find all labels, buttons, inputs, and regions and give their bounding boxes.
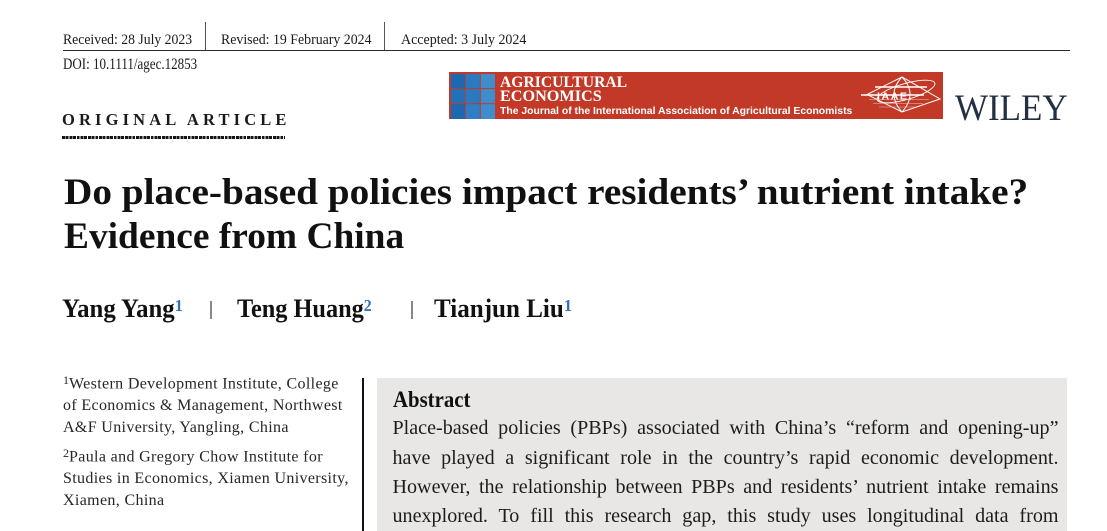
svg-text:IAAE.: IAAE.: [877, 91, 913, 103]
